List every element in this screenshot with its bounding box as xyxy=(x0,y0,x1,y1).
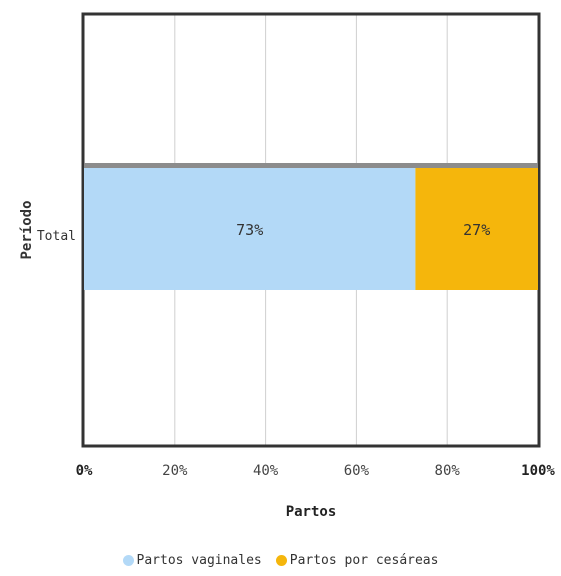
bar-segment-0[interactable] xyxy=(84,168,416,290)
legend-dot-icon xyxy=(122,554,134,566)
bar-segment-1[interactable] xyxy=(415,168,538,290)
x-tick-label: 20% xyxy=(162,463,188,479)
legend-dot-icon xyxy=(275,554,287,566)
x-tick-label: 40% xyxy=(253,463,279,479)
legend-item-1[interactable]: Partos por cesáreas xyxy=(275,552,439,568)
legend: Partos vaginales Partos por cesáreas xyxy=(0,548,561,572)
x-tick-label: 80% xyxy=(435,463,461,479)
bar-labels: 73% 27% xyxy=(236,221,490,239)
x-axis-title: Partos xyxy=(286,504,337,520)
y-category-label: Total xyxy=(37,229,76,244)
category-band-top xyxy=(84,163,538,168)
legend-label: Partos por cesáreas xyxy=(289,552,439,568)
legend-item-0[interactable]: Partos vaginales xyxy=(122,552,262,568)
data-label-1: 27% xyxy=(463,221,490,239)
x-tick-label: 0% xyxy=(76,463,93,479)
plot-frame xyxy=(81,12,541,448)
bars xyxy=(84,168,538,290)
y-axis-title: Período xyxy=(19,200,35,259)
legend-label: Partos vaginales xyxy=(136,552,262,568)
data-label-0: 73% xyxy=(236,221,263,239)
chart: 73% 27% 0% 20% 40% 60% 80% 100% Total Partos P… xyxy=(19,12,556,520)
x-tick-label: 100% xyxy=(521,463,555,479)
x-tick-label: 60% xyxy=(344,463,370,479)
x-tick-labels: 0% 20% 40% 60% 80% 100% xyxy=(76,463,556,479)
